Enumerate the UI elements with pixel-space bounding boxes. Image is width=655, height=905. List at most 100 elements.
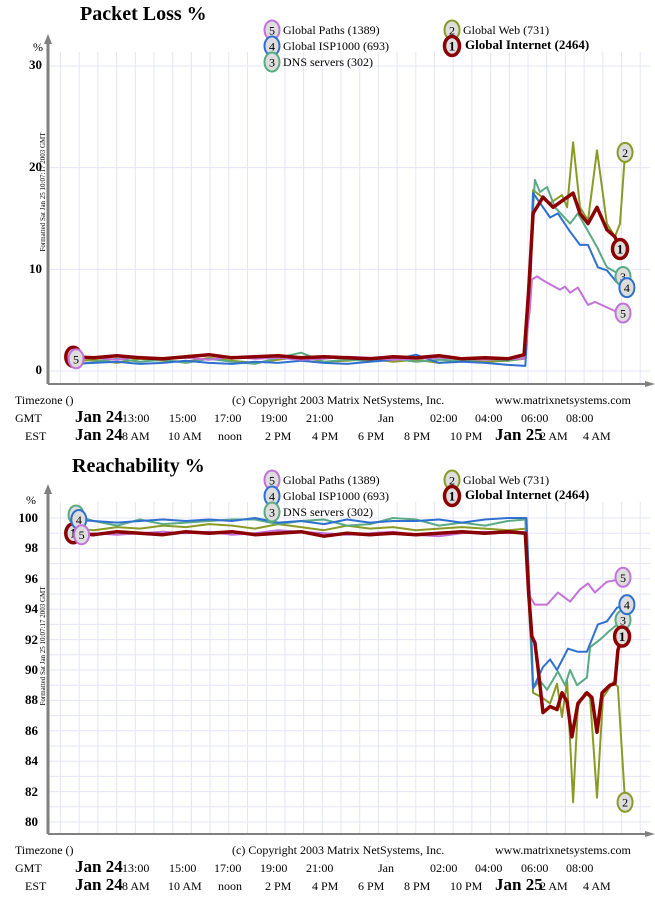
est-tick: 6 PM (358, 429, 385, 443)
format-timestamp: Formatted Sat Jan 25 10:07:17 2003 GMT (39, 132, 47, 252)
copyright: (c) Copyright 2003 Matrix NetSystems, In… (232, 843, 445, 857)
gmt-tick: 15:00 (169, 411, 197, 425)
est-tick: 2 AM (540, 879, 568, 893)
timezone-label: Timezone () (15, 843, 74, 857)
series-line-dns-servers (70, 514, 624, 691)
label-badge-number: 1 (449, 39, 456, 54)
copyright: (c) Copyright 2003 Matrix NetSystems, In… (232, 393, 445, 407)
label-badge-ring (618, 277, 636, 299)
y-tick: 96 (25, 570, 38, 586)
series-line-global-isp1000 (70, 517, 628, 690)
series-line-dns-servers (70, 178, 624, 367)
label-badge-ring (616, 141, 634, 163)
y-tick: 86 (25, 722, 38, 738)
est-tick: Jan 25 (495, 875, 543, 894)
end-label-global-isp1000: 4 (618, 594, 636, 616)
label-badge-number: 2 (622, 146, 628, 160)
y-axis-unit: % (33, 40, 43, 54)
website-link[interactable]: www.matrixnetsystems.com (495, 843, 631, 857)
legend-label: Global ISP1000 (693) (283, 39, 389, 53)
est-label: EST (25, 429, 47, 443)
est-tick: 10 AM (168, 879, 202, 893)
legend-label: Global ISP1000 (693) (283, 489, 389, 503)
y-tick: 0 (35, 362, 43, 377)
gmt-tick: 13:00 (122, 861, 150, 875)
legend-label: Global Paths (1389) (283, 23, 380, 37)
label-badge-ring (442, 34, 462, 58)
y-tick: 84 (25, 753, 38, 769)
label-badge-number: 2 (449, 474, 455, 488)
est-tick: 10 PM (450, 879, 483, 893)
label-badge-ring (67, 348, 85, 370)
series-line-global-internet (70, 191, 622, 361)
est-tick: 6 PM (358, 879, 385, 893)
label-badge-ring (73, 524, 91, 546)
legend-badge-global-isp1000: 4 (263, 35, 281, 57)
label-badge-ring (263, 51, 281, 73)
gmt-tick: 19:00 (260, 411, 288, 425)
est-tick: 4 AM (583, 429, 611, 443)
gmt-tick: 06:00 (521, 411, 549, 425)
est-tick: 4 PM (312, 879, 339, 893)
label-badge-number: 5 (79, 528, 85, 542)
gmt-tick: 21:00 (306, 411, 334, 425)
gmt-tick: 02:00 (430, 861, 458, 875)
est-tick: noon (218, 429, 242, 443)
y-tick: 82 (25, 783, 38, 799)
label-badge-number: 4 (269, 40, 275, 54)
end-label-global-web: 2 (616, 141, 634, 163)
y-tick: 20 (29, 159, 42, 174)
gmt-tick: 21:00 (306, 861, 334, 875)
legend-badge-global-paths: 5 (263, 19, 281, 41)
end-label-global-paths: 5 (614, 302, 632, 324)
label-badge-number: 5 (73, 352, 79, 366)
label-badge-number: 4 (269, 490, 275, 504)
est-label: EST (25, 879, 47, 893)
chart-title-packet-loss: Packet Loss % (80, 3, 207, 25)
label-badge-ring (616, 791, 634, 813)
legend-badge-dns-servers: 3 (263, 51, 281, 73)
gmt-tick: 06:00 (521, 861, 549, 875)
legend-badge-global-internet: 1 (442, 484, 462, 508)
label-badge-number: 3 (620, 613, 626, 627)
label-badge-number: 3 (269, 506, 275, 520)
est-tick: 10 PM (450, 429, 483, 443)
gmt-tick: 15:00 (169, 861, 197, 875)
gmt-tick: 17:00 (214, 861, 242, 875)
legend-label: Global Internet (2464) (465, 37, 590, 52)
y-tick: 100 (18, 510, 39, 525)
format-timestamp: Formatted Sat Jan 25 10:07:17 2003 GMT (39, 586, 47, 706)
gmt-label: GMT (15, 861, 42, 875)
y-tick: 90 (25, 662, 38, 677)
est-tick: Jan 24 (75, 875, 123, 894)
legend-badge-global-internet: 1 (442, 34, 462, 58)
y-tick: 92 (25, 631, 38, 647)
legend-label: DNS servers (302) (283, 55, 373, 69)
gmt-tick: Jan (378, 411, 394, 425)
label-badge-ring (618, 594, 636, 616)
label-badge-number: 4 (76, 513, 82, 527)
gmt-tick: 17:00 (214, 411, 242, 425)
gmt-label: GMT (15, 411, 42, 425)
legend-label: Global Paths (1389) (283, 473, 380, 487)
label-badge-ring (612, 625, 632, 648)
est-tick: 10 AM (168, 429, 202, 443)
website-link[interactable]: www.matrixnetsystems.com (495, 393, 631, 407)
x-axis-arrow (645, 831, 655, 837)
gmt-tick: 04:00 (475, 861, 503, 875)
label-badge-ring (263, 501, 281, 523)
series-line-global-internet (70, 529, 624, 739)
est-tick: 8 AM (122, 429, 150, 443)
legend-badge-global-paths: 5 (263, 469, 281, 491)
legend-badge-global-isp1000: 4 (263, 485, 281, 507)
end-label-global-web: 2 (616, 791, 634, 813)
y-axis-arrow (44, 484, 52, 494)
label-badge-number: 5 (269, 474, 275, 488)
est-tick: 8 PM (404, 879, 431, 893)
gmt-tick: 04:00 (475, 411, 503, 425)
gmt-tick: 08:00 (566, 861, 594, 875)
label-badge-ring (442, 484, 462, 508)
est-tick: 2 AM (540, 429, 568, 443)
label-badge-number: 2 (449, 24, 455, 38)
label-badge-number: 1 (617, 241, 624, 256)
